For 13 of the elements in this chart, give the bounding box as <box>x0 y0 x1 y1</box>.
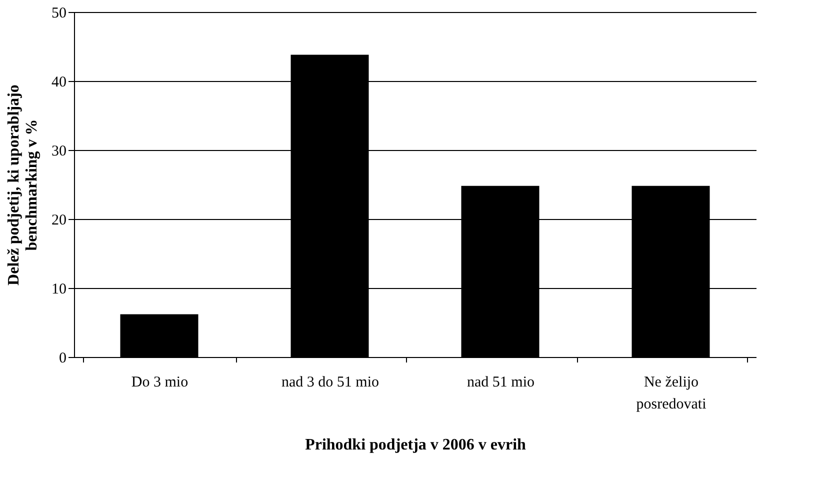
bar <box>120 314 198 357</box>
y-axis-title: Delež podjetij, ki uporabljajo benchmarking v % <box>6 84 40 286</box>
x-tick-label: Ne želijo posredovati <box>636 374 706 412</box>
y-tick-label: 40 <box>52 74 66 90</box>
y-tick-label: 0 <box>59 350 66 366</box>
x-tick-label: Do 3 mio <box>131 374 188 390</box>
y-tick-label: 20 <box>52 212 66 228</box>
x-tick-label: nad 51 mio <box>467 374 534 390</box>
y-tick-label: 10 <box>52 282 66 298</box>
y-tick-label: 50 <box>52 6 66 22</box>
y-tick-label: 30 <box>52 144 66 160</box>
x-tick-label: nad 3 do 51 mio <box>282 374 379 390</box>
x-axis-title: Prihodki podjetja v 2006 v evrih <box>305 436 526 454</box>
